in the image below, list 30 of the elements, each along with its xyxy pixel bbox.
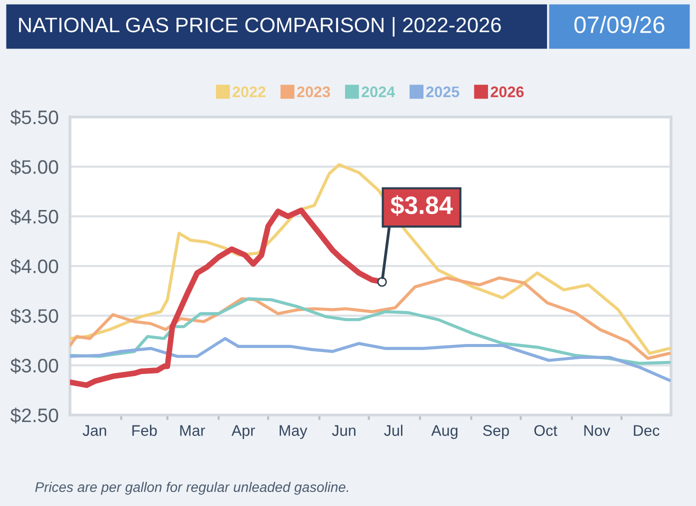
x-tick-label: May [280, 425, 308, 439]
legend-label: 2026 [490, 86, 524, 98]
legend-label: 2025 [426, 86, 460, 98]
y-tick-label: $4.00 [10, 258, 58, 274]
y-tick-label: $3.00 [10, 358, 58, 374]
y-tick-label: $5.50 [10, 110, 58, 126]
line-series [70, 276, 671, 360]
x-tick-label: Jul [384, 424, 402, 436]
x-tick-label: Jun [332, 425, 356, 436]
y-tick-label: $3.50 [10, 308, 58, 324]
y-tick-label: $5.00 [10, 159, 58, 176]
x-tick-label: Sep [483, 425, 509, 439]
x-tick-label: Oct [534, 425, 558, 436]
chart-title: NATIONAL GAS PRICE COMPARISON | 2022-2026 [19, 17, 501, 37]
x-tick-label: Mar [180, 425, 206, 436]
legend-label: 2023 [297, 86, 330, 98]
y-tick-label: $4.50 [10, 208, 58, 225]
x-tick-label: Aug [431, 425, 458, 439]
x-tick-label: Nov [584, 425, 610, 436]
legend-label: 2024 [362, 86, 396, 98]
text: Prices are per gallon for regular unleaded gasoline. [35, 482, 348, 495]
x-tick-label: Feb [132, 424, 157, 436]
legend-label: 2022 [232, 86, 266, 98]
annotation: $3.84 [390, 195, 453, 216]
y-tick-label: $2.50 [10, 408, 58, 424]
line-series [70, 336, 671, 382]
x-tick-label: Dec [634, 425, 660, 436]
x-tick-label: Jan [82, 425, 106, 436]
x-tick-label: Apr [232, 425, 255, 439]
chart-subtitle: 07/09/26 [574, 16, 664, 34]
